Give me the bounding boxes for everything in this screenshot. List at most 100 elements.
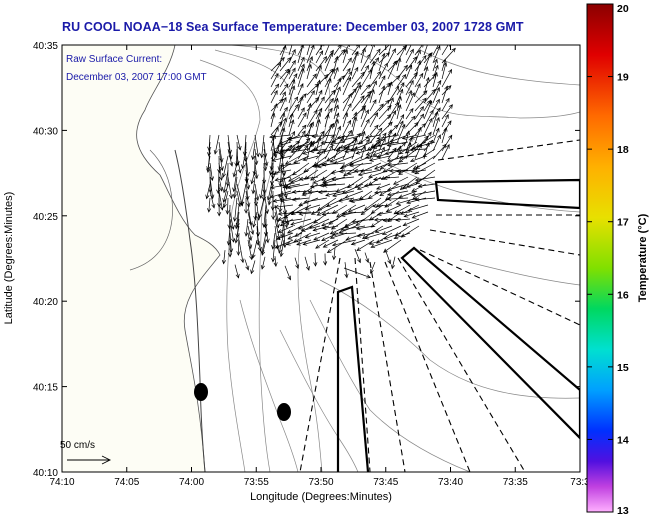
- current-vector-head: [335, 148, 340, 153]
- current-vector: [405, 108, 414, 120]
- current-vector-head: [279, 163, 285, 168]
- current-vector: [297, 57, 305, 72]
- current-vector: [223, 250, 226, 264]
- current-vector-head: [444, 85, 449, 91]
- current-vector: [324, 68, 334, 80]
- current-vector-head: [285, 41, 288, 45]
- current-vector-head: [387, 105, 392, 110]
- current-vector-head: [397, 104, 402, 109]
- current-vector-head: [428, 52, 433, 57]
- current-vector-head: [388, 168, 394, 173]
- current-vector: [247, 211, 254, 235]
- current-vector-head: [436, 86, 440, 92]
- current-vector: [236, 141, 239, 166]
- current-vector-head: [309, 142, 315, 147]
- current-vector-head: [292, 171, 297, 176]
- current-vector-head: [228, 194, 234, 200]
- current-vector-head: [368, 241, 374, 246]
- current-vector: [339, 225, 357, 234]
- current-vector-head: [344, 194, 350, 199]
- current-vector: [261, 239, 267, 256]
- current-vector: [387, 155, 409, 162]
- current-vector-head: [250, 269, 255, 275]
- current-vector: [402, 183, 418, 189]
- current-vector: [377, 134, 400, 139]
- current-vector: [357, 232, 375, 237]
- current-vector: [273, 197, 292, 202]
- current-vector-head: [357, 84, 361, 90]
- current-vector: [280, 239, 285, 257]
- current-vector: [306, 56, 313, 72]
- current-vector-head: [254, 174, 259, 180]
- radar-coverage-lines: [299, 139, 580, 472]
- current-vector: [245, 155, 249, 177]
- current-vector: [333, 248, 336, 260]
- current-vector-head: [237, 202, 242, 208]
- current-vector-head: [361, 106, 366, 112]
- current-vector-head: [329, 235, 335, 240]
- current-vector: [377, 141, 400, 146]
- current-vector-head: [311, 134, 317, 139]
- current-vector-head: [363, 183, 369, 188]
- current-vector: [332, 190, 355, 197]
- colorbar-tick-label: 13: [617, 505, 629, 517]
- current-vector-head: [244, 178, 249, 184]
- current-vector: [288, 169, 310, 182]
- current-vector-head: [417, 59, 422, 65]
- current-vector-head: [399, 185, 405, 190]
- x-tick-label: 74:05: [114, 477, 139, 488]
- current-vector: [315, 45, 323, 56]
- current-vector: [297, 68, 304, 88]
- current-vector-head: [273, 89, 278, 95]
- current-vector: [270, 83, 279, 96]
- current-vector: [383, 239, 402, 253]
- current-vector-head: [286, 229, 292, 234]
- current-vector-head: [411, 187, 417, 192]
- current-vector: [236, 190, 241, 207]
- current-vector: [290, 218, 312, 225]
- current-vector: [378, 105, 392, 120]
- current-vector: [432, 134, 441, 152]
- current-vector-head: [230, 225, 235, 230]
- current-vector-head: [419, 72, 424, 78]
- current-vector: [351, 85, 361, 104]
- current-vector-head: [291, 85, 296, 90]
- current-vector: [372, 148, 391, 156]
- current-vector-head: [376, 48, 381, 54]
- current-vector-head: [291, 48, 296, 54]
- current-vector-head: [283, 194, 288, 199]
- current-vector: [369, 211, 384, 221]
- current-vector-head: [325, 113, 330, 119]
- current-vector-head: [232, 193, 237, 199]
- current-vector-head: [299, 95, 304, 101]
- current-vector: [351, 117, 357, 136]
- current-vector: [360, 84, 371, 96]
- current-vector-head: [386, 196, 392, 202]
- current-vector-head: [321, 176, 327, 181]
- current-vector: [373, 176, 391, 180]
- current-vector-head: [382, 175, 388, 181]
- current-vector-head: [309, 148, 315, 154]
- current-vector-head: [307, 189, 313, 194]
- current-vector-head: [274, 177, 280, 182]
- x-tick-label: 73:3: [570, 477, 590, 488]
- current-vector-head: [420, 113, 425, 119]
- current-vector-head: [315, 244, 320, 249]
- current-vector-head: [353, 145, 358, 151]
- current-vector: [270, 62, 281, 80]
- current-vector-head: [357, 140, 363, 145]
- current-vector-head: [283, 214, 289, 219]
- current-vector-head: [282, 45, 287, 50]
- current-vector-head: [269, 194, 275, 199]
- current-vector-head: [356, 45, 361, 49]
- current-vector: [432, 87, 440, 104]
- current-vector-head: [331, 89, 336, 95]
- current-vector-head: [402, 73, 407, 79]
- current-vector-head: [244, 232, 249, 237]
- current-vector-head: [383, 235, 389, 240]
- current-vector-head: [318, 107, 323, 113]
- current-vector: [405, 65, 412, 80]
- current-vector-head: [392, 110, 396, 115]
- current-vector: [270, 73, 279, 88]
- y-axis-ticks: 40:35 40:30 40:25 40:20 40:15 40:10: [33, 41, 580, 479]
